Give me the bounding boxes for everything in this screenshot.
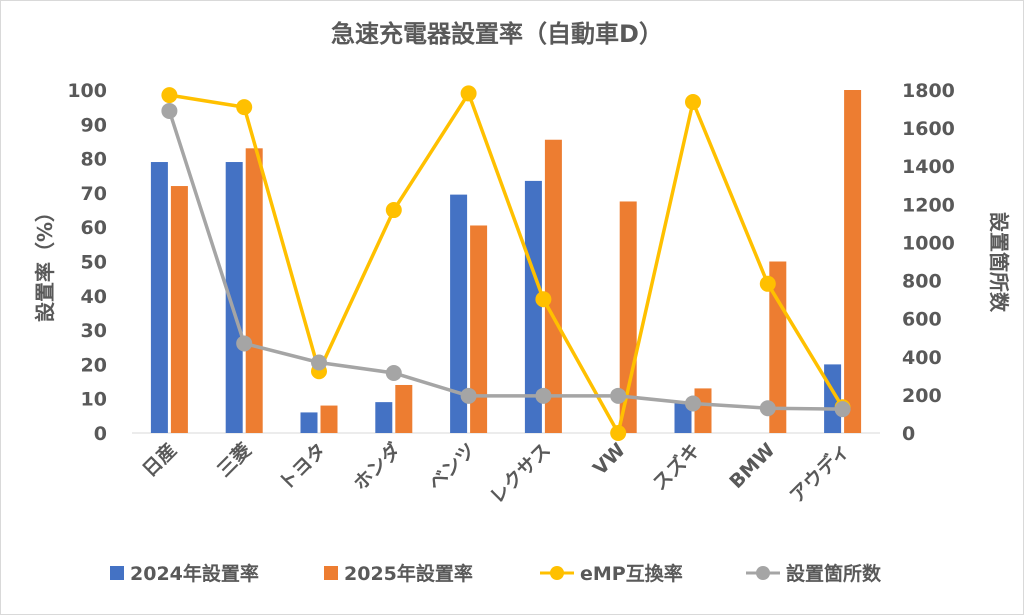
bar-2024 — [524, 180, 542, 433]
count-line-point — [834, 401, 851, 418]
category-label: 日産 — [138, 438, 181, 481]
category-label: ホンダ — [349, 438, 406, 495]
legend-marker — [756, 566, 770, 580]
y-left-tick-label: 10 — [81, 389, 107, 411]
category-label: 三菱 — [213, 438, 256, 481]
y-left-tick-label: 20 — [81, 354, 107, 376]
count-line-point — [460, 387, 477, 404]
bar-2025 — [245, 148, 263, 433]
emp-line-point — [460, 85, 477, 102]
emp-line — [169, 91, 845, 435]
legend-label: 設置箇所数 — [786, 562, 882, 585]
legend-label: 2025年設置率 — [344, 562, 473, 585]
y-left-tick-label: 0 — [94, 423, 107, 445]
y-right-tick-label: 1600 — [902, 118, 955, 140]
bar-2025 — [844, 90, 862, 433]
emp-line-point — [236, 99, 253, 116]
y-right-tick-label: 600 — [902, 309, 942, 331]
emp-line-point — [759, 275, 776, 292]
plot-area: 0102030405060708090100020040060080010001… — [67, 80, 955, 508]
count-line — [167, 110, 843, 411]
y-left-tick-label: 90 — [81, 114, 107, 136]
emp-line-point — [161, 87, 178, 104]
y-left-tick-label: 80 — [81, 149, 107, 171]
count-line-point — [535, 387, 552, 404]
emp-line-point — [610, 425, 627, 441]
category-label: スズキ — [648, 438, 705, 495]
y-left-tick-label: 40 — [81, 286, 107, 308]
legend: 2024年設置率 2025年設置率 eMP互換率 設置箇所数 — [110, 562, 882, 585]
count-line-point — [685, 395, 701, 412]
bar-2025 — [395, 384, 413, 433]
category-label: トヨタ — [275, 439, 331, 495]
category-label: BMW — [725, 439, 779, 493]
y-right-tick-label: 1000 — [902, 232, 955, 254]
chart-title: 急速充電器設置率（自動車D） — [331, 20, 663, 48]
legend-swatch — [324, 566, 338, 580]
bar-2025 — [320, 405, 338, 433]
legend-label: eMP互換率 — [580, 562, 683, 585]
y-left-tick-label: 50 — [81, 252, 107, 274]
legend-marker — [550, 566, 564, 580]
y-right-tick-label: 200 — [902, 385, 942, 407]
bar-2024 — [150, 162, 168, 433]
count-line-point — [385, 364, 402, 381]
bar-2025 — [470, 225, 488, 433]
emp-line-point — [385, 202, 402, 219]
count-line-point — [311, 354, 327, 371]
bar-2025 — [170, 186, 188, 433]
y-right-tick-label: 1400 — [902, 156, 955, 178]
bar-2024 — [225, 162, 243, 433]
bar-2024 — [674, 402, 692, 433]
y-right-tick-label: 400 — [902, 347, 942, 369]
y-left-tick-label: 70 — [81, 183, 107, 205]
y-left-tick-label: 100 — [67, 80, 107, 102]
category-label: ベンツ — [424, 439, 480, 495]
y-right-tick-label: 0 — [902, 423, 915, 445]
bar-2024 — [375, 402, 393, 433]
y-right-tick-label: 1800 — [902, 80, 955, 102]
category-label: アウディ — [785, 438, 854, 507]
count-line-point — [236, 335, 253, 352]
legend-swatch — [110, 566, 124, 580]
count-line-point — [759, 400, 776, 417]
bar-2024 — [300, 412, 318, 433]
bar-2024 — [450, 194, 468, 433]
y-left-tick-label: 30 — [81, 320, 107, 342]
bar-2025 — [694, 388, 712, 433]
y-left-tick-label: 60 — [81, 217, 107, 239]
y-right-tick-label: 800 — [902, 271, 942, 293]
category-label: レクサス — [486, 439, 555, 508]
y-axis-right-label: 設置箇所数 — [987, 212, 1011, 313]
bar-2025 — [544, 139, 562, 434]
y-axis-left-label: 設置率（%） — [33, 202, 57, 322]
category-label: VW — [589, 439, 630, 480]
legend-label: 2024年設置率 — [130, 562, 259, 585]
emp-line-point — [535, 291, 552, 308]
count-line-point — [161, 102, 178, 119]
y-right-tick-label: 1200 — [902, 194, 955, 216]
count-line-point — [610, 387, 627, 404]
emp-line-point — [685, 94, 701, 111]
